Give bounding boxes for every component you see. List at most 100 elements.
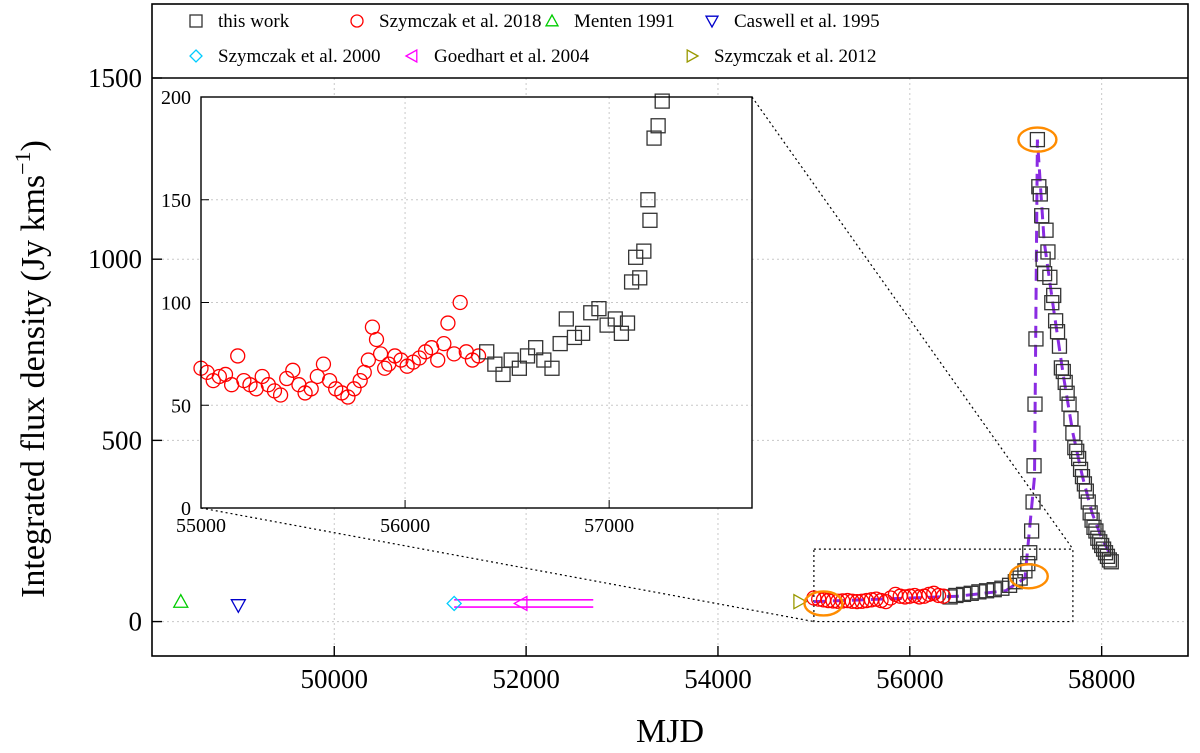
inset-point-this-work: [619, 315, 636, 331]
point-this-work: [1057, 374, 1073, 391]
main-highlight-ellipses: [803, 126, 1058, 617]
inset-y-tick-label: 150: [161, 190, 191, 212]
highlight-ellipse: [803, 590, 844, 617]
point-this-work: [1022, 545, 1038, 561]
main-range-bars: [454, 599, 594, 608]
y-tick-label: 1000: [88, 244, 142, 274]
inset-plot: 55000 56000 57000 0 50 100 150 200: [161, 87, 753, 537]
inset-point-this-work: [632, 270, 648, 286]
point-szymczak-et-al-2018: [854, 593, 870, 609]
inset-point-this-work: [528, 340, 544, 356]
point-caswell-et-al-1995: [230, 599, 247, 614]
point-szymczak-et-al-2018: [911, 589, 928, 605]
point-szymczak-et-al-2000: [446, 595, 463, 612]
point-this-work: [963, 585, 979, 601]
inset-point-szymczak-et-al-2018: [279, 370, 295, 387]
point-this-work: [978, 583, 995, 599]
legend-label: Szymczak et al. 2000: [218, 46, 381, 67]
legend-marker: [544, 13, 560, 27]
x-tick-label: 56000: [876, 664, 944, 694]
legend-marker: [189, 14, 203, 28]
point-this-work: [1067, 439, 1083, 456]
inset-point-this-work: [479, 344, 495, 360]
point-this-work: [1025, 494, 1041, 510]
point-this-work: [1070, 450, 1087, 467]
inset-point-szymczak-et-al-2018: [411, 350, 428, 366]
x-axis-title: MJD: [636, 713, 704, 748]
inset-point-this-work: [519, 348, 536, 364]
inset-point-szymczak-et-al-2018: [368, 331, 385, 348]
inset-point-this-work: [487, 356, 503, 372]
zoom-box: [813, 548, 1074, 623]
legend-marker: [686, 48, 700, 64]
y-tick-label: 1500: [88, 63, 142, 93]
point-this-work: [1101, 552, 1117, 568]
point-this-work: [1055, 363, 1071, 380]
inset-point-this-work: [566, 329, 583, 346]
inset-point-this-work: [495, 366, 511, 383]
inset-point-szymczak-et-al-2018: [377, 360, 393, 376]
inset-y-tick-label: 0: [181, 498, 191, 520]
main-data-points: [172, 131, 1119, 614]
x-tick-label: 52000: [492, 664, 560, 694]
point-this-work: [1036, 266, 1053, 282]
y-axis-title-exponent: −1: [10, 151, 35, 174]
main-fit-line: [813, 139, 1113, 604]
x-tick-label: 50000: [301, 664, 369, 694]
inset-point-szymczak-et-al-2018: [346, 381, 362, 397]
zoom-connector-line: [751, 96, 1074, 550]
y-axis-title-suffix: ): [15, 140, 52, 151]
inset-point-szymczak-et-al-2018: [352, 372, 368, 389]
inset-y-tick-label: 50: [171, 395, 191, 417]
point-this-work: [1027, 396, 1043, 412]
legend-marker: [404, 48, 418, 64]
legend-marker: [350, 14, 364, 28]
inset-point-this-work: [613, 325, 630, 341]
highlight-ellipse: [1008, 563, 1049, 590]
point-this-work: [1051, 338, 1068, 354]
inset-point-szymczak-et-al-2018: [272, 387, 289, 403]
point-this-work: [1040, 244, 1056, 260]
fit-line: [813, 139, 1113, 604]
point-szymczak-et-al-2018: [878, 593, 894, 610]
x-tick-label: 54000: [684, 664, 752, 694]
point-this-work: [986, 582, 1002, 598]
point-this-work: [1099, 548, 1116, 564]
inset-point-szymczak-et-al-2018: [315, 356, 332, 372]
inset-point-szymczak-et-al-2018: [321, 372, 338, 389]
legend-label: Goedhart et al. 2004: [434, 46, 590, 67]
inset-point-szymczak-et-al-2018: [230, 348, 246, 364]
inset-point-szymczak-et-al-2018: [303, 381, 319, 397]
point-goedhart-et-al-2004: [512, 595, 528, 612]
inset-point-szymczak-et-al-2018: [285, 362, 301, 378]
inset-point-szymczak-et-al-2018: [430, 352, 446, 368]
inset-point-szymczak-et-al-2018: [440, 315, 456, 331]
legend-label: Szymczak et al. 2012: [714, 46, 877, 67]
legend: this work Szymczak et al. 2018 Menten 1991…: [189, 11, 880, 67]
inset-point-this-work: [536, 352, 552, 368]
point-szymczak-et-al-2012: [793, 593, 808, 610]
inset-point-this-work: [654, 93, 670, 109]
y-axis-title-main: Integrated flux density (Jy kms: [15, 175, 52, 598]
inset-point-this-work: [628, 249, 644, 265]
x-tick-label: 58000: [1068, 664, 1136, 694]
point-menten-1991: [172, 593, 189, 608]
inset-y-tick-label: 200: [161, 87, 191, 109]
inset-point-szymczak-et-al-2018: [393, 352, 409, 368]
point-this-work: [994, 580, 1010, 596]
inset-point-szymczak-et-al-2018: [211, 368, 228, 385]
point-this-work: [1028, 331, 1044, 347]
inset-point-this-work: [558, 311, 574, 327]
point-this-work: [1042, 269, 1058, 285]
point-this-work: [1020, 555, 1036, 572]
zoom-connector-lines: [200, 96, 1074, 623]
legend-label: Caswell et al. 1995: [734, 11, 880, 32]
inset-x-tick-label: 55000: [176, 515, 226, 537]
point-this-work: [1026, 458, 1042, 474]
inset-point-this-work: [583, 305, 599, 321]
inset-point-this-work: [599, 317, 615, 333]
inset-point-szymczak-et-al-2018: [340, 389, 356, 405]
highlight-ellipse: [1017, 126, 1058, 153]
